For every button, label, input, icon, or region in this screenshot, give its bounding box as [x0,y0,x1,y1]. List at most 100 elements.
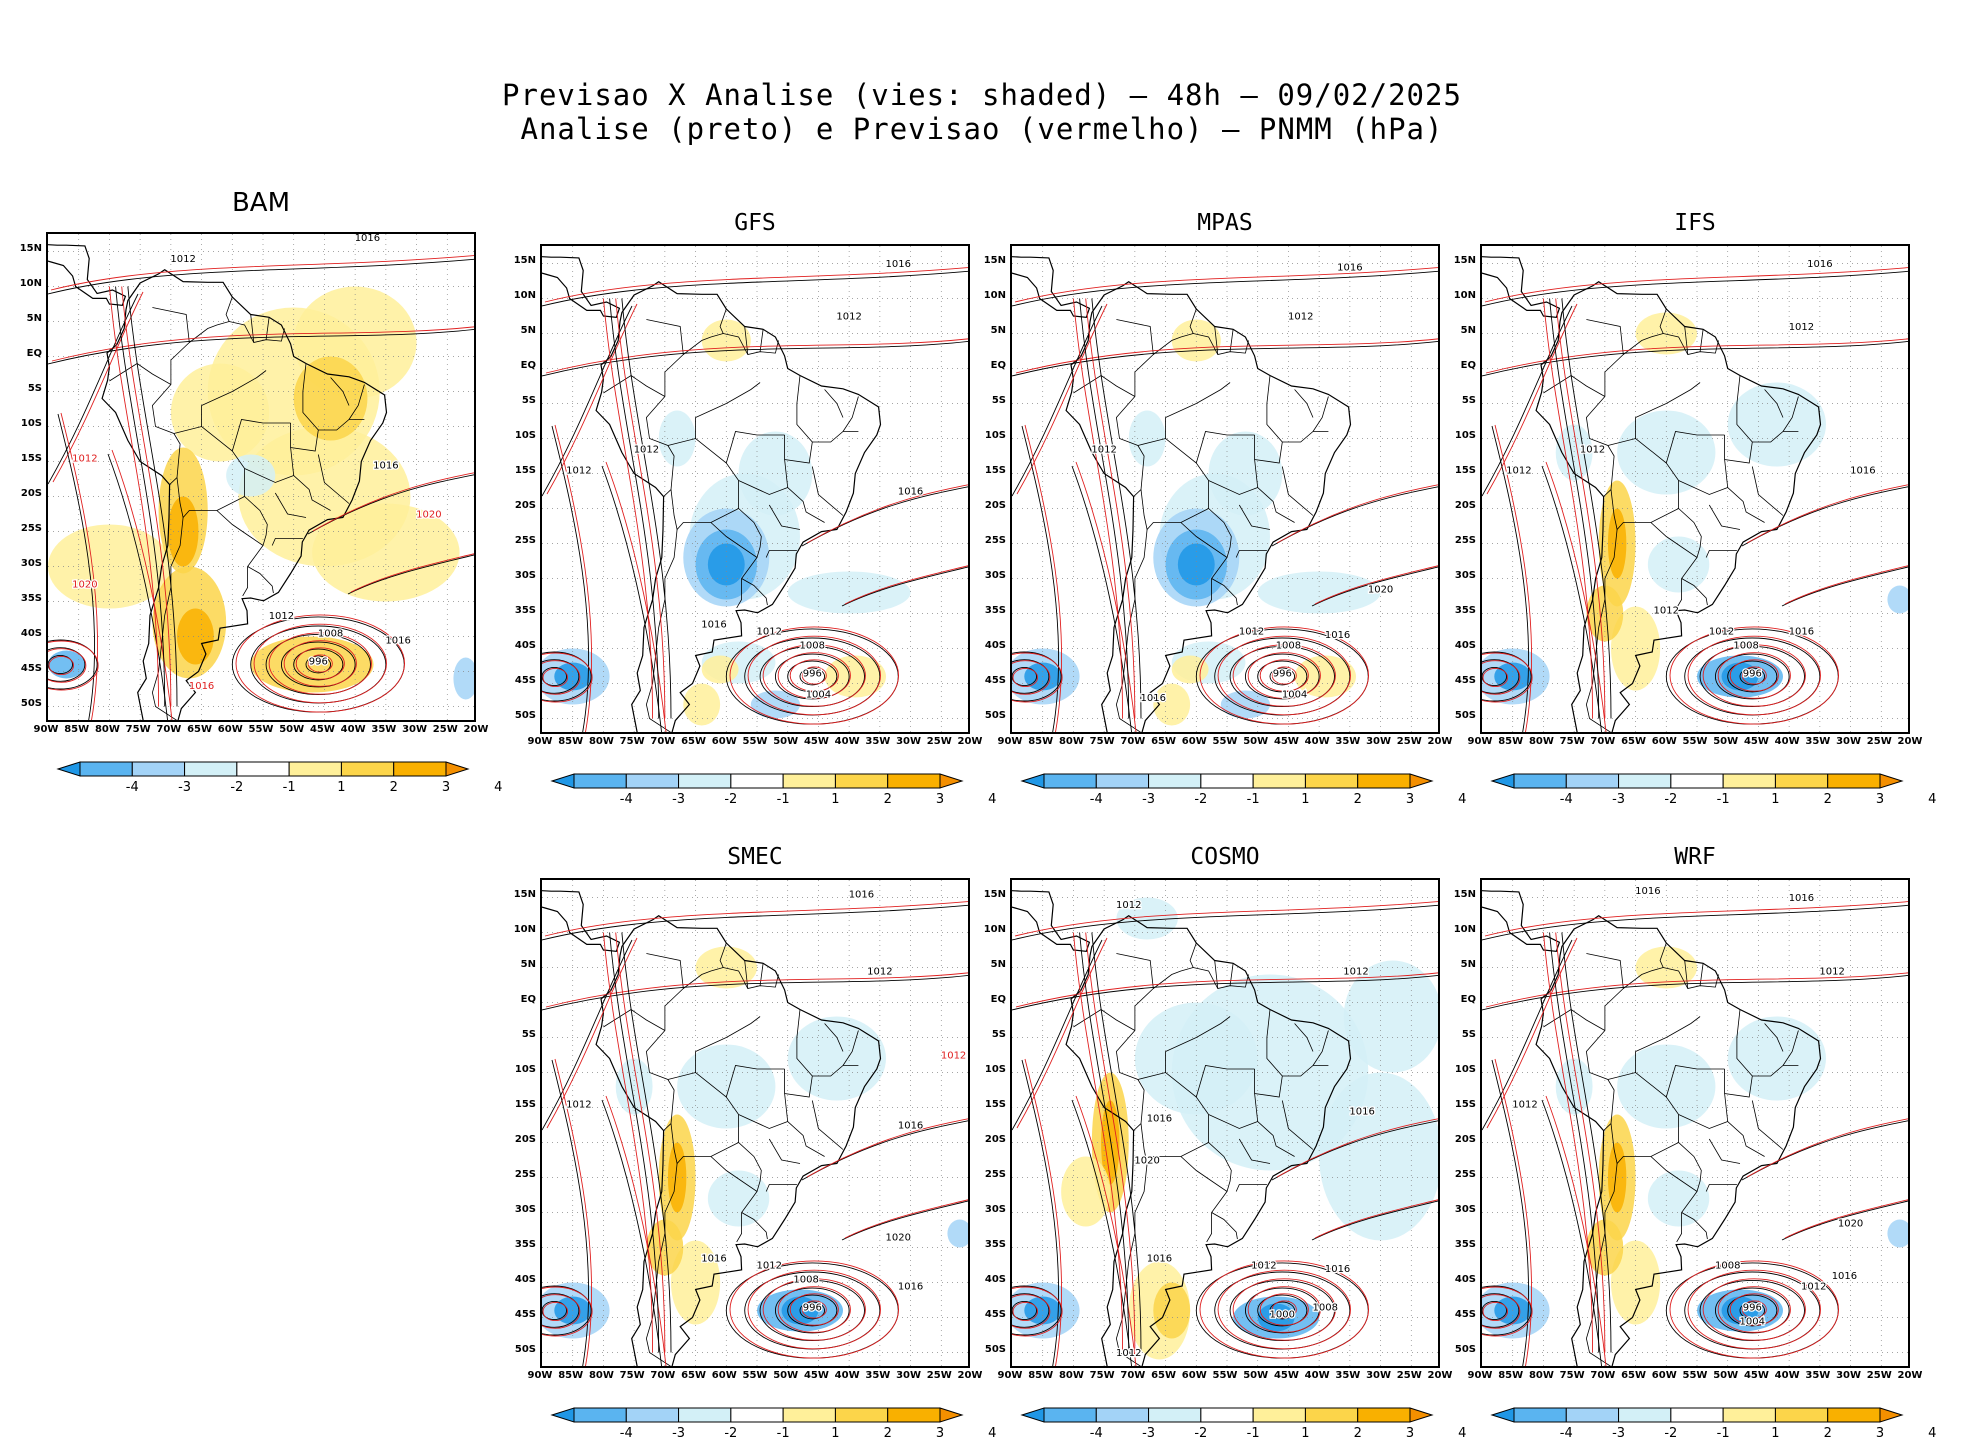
latitude-tick-label: 40S [500,1274,536,1285]
colorbar-swatch [552,774,574,788]
longitude-tick-label: 55W [740,1370,770,1381]
colorbar-label: 3 [925,792,955,807]
longitude-tick-label: 35W [863,1370,893,1381]
latitude-tick-label: 30S [500,1204,536,1215]
latitude-tick-label: 15S [500,1099,536,1110]
longitude-tick-label: 70W [154,724,184,735]
longitude-tick-label: 25W [1394,1370,1424,1381]
colorbar-label: 1 [1290,1426,1320,1441]
colorbar-swatch [1022,1408,1044,1422]
latitude-tick-label: 5N [6,313,42,324]
colorbar-swatch [626,1408,678,1422]
longitude-tick-label: 75W [617,736,647,747]
colorbar-swatch [446,762,468,776]
colorbar-swatch [1096,1408,1148,1422]
longitude-tick-label: 30W [1364,1370,1394,1381]
latitude-tick-label: 40S [500,640,536,651]
bias-shading [1012,320,1381,726]
latitude-tick-label: 5N [500,959,536,970]
colorbar-label: -2 [1656,1426,1686,1441]
colorbar-swatch [1022,774,1044,788]
contour-label: 996 [1743,669,1762,680]
contour-label: 1016 [701,620,726,631]
latitude-tick-label: 40S [1440,640,1476,651]
latitude-tick-label: 45S [1440,1309,1476,1320]
latitude-tick-label: 5S [500,395,536,406]
colorbar-swatch [940,1408,962,1422]
latitude-tick-label: 45S [6,663,42,674]
colorbar-swatch [626,774,678,788]
latitude-tick-label: 50S [6,698,42,709]
colorbar-swatch [1096,774,1148,788]
longitude-tick-label: 65W [1619,736,1649,747]
contour-label: 1020 [72,580,97,591]
longitude-tick-label: 75W [1087,736,1117,747]
map-svg: 1016101210121012101699610081012101610161… [542,880,970,1368]
contour-label: 1008 [793,1275,818,1286]
contour-label: 1012 [1801,1282,1826,1293]
colorbar-swatch [888,1408,940,1422]
colorbar-swatch [1619,1408,1671,1422]
latitude-tick-label: 30S [6,558,42,569]
contour-label: 1016 [1147,1254,1172,1265]
latitude-tick-label: 5N [970,959,1006,970]
latitude-tick-label: 30S [970,570,1006,581]
latitude-tick-label: 25S [970,535,1006,546]
latitude-tick-label: 20S [970,500,1006,511]
latitude-tick-label: 20S [500,500,536,511]
latitude-tick-label: 10S [1440,430,1476,441]
panel-title: COSMO [1010,844,1440,870]
colorbar-label: -4 [1081,792,1111,807]
latitude-tick-label: EQ [1440,360,1476,371]
bias-patch [171,364,269,462]
colorbar-swatch [1149,774,1201,788]
contour-label: 1012 [757,627,782,638]
colorbar-swatch [132,762,184,776]
colorbar-label: -1 [1708,1426,1738,1441]
longitude-tick-label: 70W [648,1370,678,1381]
latitude-tick-label: 10S [500,1064,536,1075]
longitude-tick-label: 60W [1649,1370,1679,1381]
latitude-tick-label: 45S [970,675,1006,686]
contour-label: 1008 [1276,641,1301,652]
longitude-tick-label: 65W [1149,736,1179,747]
colorbar [550,772,964,790]
bias-patch [226,455,275,497]
colorbar-label: -4 [611,1426,641,1441]
latitude-tick-label: 35S [970,605,1006,616]
longitude-tick-label: 60W [1179,1370,1209,1381]
colorbar-label: 1 [326,780,356,795]
colorbar-swatch [1514,774,1566,788]
colorbar-swatch [888,774,940,788]
contour-label: 1012 [1580,445,1605,456]
bias-patch [788,1017,886,1101]
contour-label: 1008 [318,629,343,640]
latitude-tick-label: 5N [1440,959,1476,970]
longitude-tick-label: 35W [1333,1370,1363,1381]
bias-patch [1887,1220,1910,1248]
latitude-tick-label: 15S [970,1099,1006,1110]
longitude-tick-label: 80W [1056,1370,1086,1381]
longitude-tick-label: 30W [894,1370,924,1381]
colorbar-label: -1 [768,1426,798,1441]
longitude-tick-label: 30W [400,724,430,735]
colorbar-swatch [574,1408,626,1422]
central-america-coast [1482,246,1559,317]
contour-label: 1012 [1506,466,1531,477]
colorbar-label: -3 [1134,792,1164,807]
latitude-tick-label: 50S [1440,710,1476,721]
longitude-tick-label: 60W [709,736,739,747]
longitude-tick-label: 50W [1711,1370,1741,1381]
longitude-tick-label: 60W [215,724,245,735]
latitude-tick-label: 5S [1440,1029,1476,1040]
latitude-tick-label: 10S [1440,1064,1476,1075]
longitude-tick-label: 30W [1834,1370,1864,1381]
longitude-tick-label: 70W [1588,736,1618,747]
longitude-tick-label: 80W [1526,736,1556,747]
longitude-tick-label: 70W [1118,1370,1148,1381]
colorbar-swatch [341,762,393,776]
latitude-tick-label: 35S [970,1239,1006,1250]
longitude-tick-label: 90W [1465,1370,1495,1381]
